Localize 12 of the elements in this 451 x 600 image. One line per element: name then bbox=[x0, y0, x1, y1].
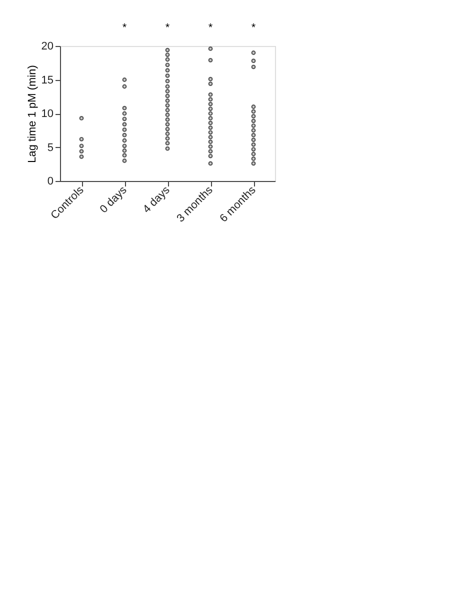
y-tick-label: 0 bbox=[47, 176, 54, 188]
x-tick-label: 4 days bbox=[140, 184, 173, 216]
text: * bbox=[122, 22, 128, 34]
y-tick-label: 20 bbox=[41, 40, 54, 52]
y-tick-label: 5 bbox=[47, 142, 54, 154]
y-tick-label: 10 bbox=[41, 108, 54, 120]
text: * bbox=[165, 22, 170, 34]
text: * bbox=[251, 22, 256, 34]
text: * bbox=[208, 22, 214, 34]
y-tick-label: 15 bbox=[41, 74, 54, 86]
y-axis-title: Lag time 1 pM (min) bbox=[26, 65, 38, 163]
x-tick-label: 0 days bbox=[98, 184, 130, 216]
